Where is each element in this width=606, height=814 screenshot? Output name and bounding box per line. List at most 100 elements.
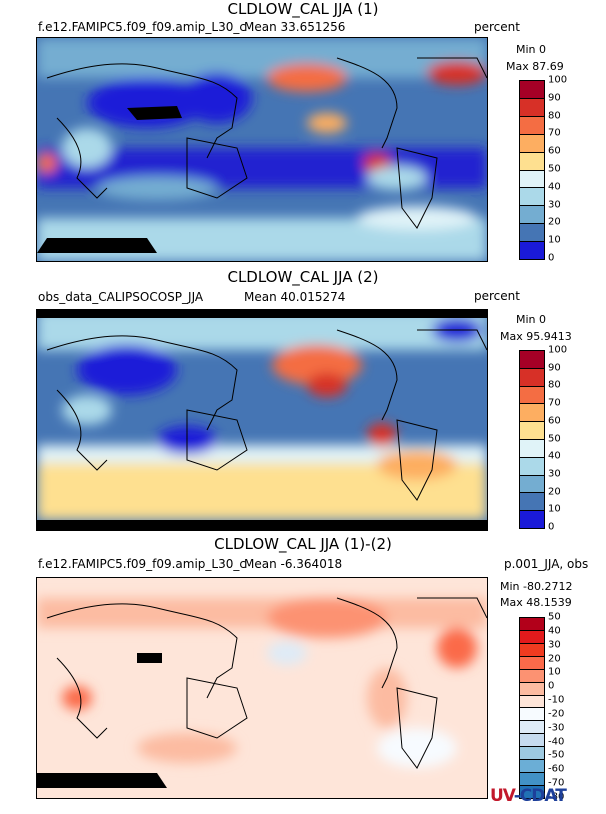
colorbar-segment [520,386,544,405]
colorbar-tick-label: 50 [548,433,561,444]
colorbar-tick-label: -60 [548,763,565,775]
colorbar-tick-label: -20 [548,708,565,720]
max-label: Max 48.1539 [500,596,572,609]
colorbar-tick-label: 100 [548,74,568,86]
colorbar-tick-label: 50 [548,611,561,623]
map-image [37,310,487,530]
panel-title: CLDLOW_CAL JJA (1) [227,0,379,18]
colorbar [519,350,545,529]
colorbar-tick-label: 30 [548,468,561,480]
colorbar-segment [520,511,544,528]
colorbar-segment [520,734,544,748]
colorbar-segment [520,695,544,709]
colorbar-tick-label: 70 [548,397,561,409]
panel-3: CLDLOW_CAL JJA (1)-(2) f.e12.FAMIPC5.f09… [0,535,606,814]
colorbar-segment [520,760,544,774]
colorbar-segment [520,422,544,440]
colorbar-tick-label: 60 [548,415,561,427]
colorbar-segment [520,747,544,761]
colorbar-tick-label: 0 [548,252,555,264]
mean-label: Mean 40.015274 [244,290,346,304]
colorbar-segment [520,170,544,189]
colorbar-tick-label: 30 [548,199,561,211]
colorbar-segment [520,773,544,786]
colorbar-tick-label: 50 [548,163,561,175]
mean-label: Mean 33.651256 [244,20,346,34]
min-label: Min 0 [516,43,547,56]
colorbar-segment [520,404,544,423]
colorbar-segment [520,188,544,207]
colorbar-tick-label: 20 [548,653,561,665]
min-label: Min 0 [516,313,547,326]
colorbar-tick-label: 60 [548,145,561,157]
colorbar-tick-label: -80 [548,791,565,803]
uvcdat-logo: UV-CDAT [490,786,567,806]
colorbar-tick-label: 100 [548,344,568,356]
colorbar-segment [520,721,544,735]
colorbar-segment [520,206,544,225]
colorbar-segment [520,643,544,657]
map-image [37,38,487,261]
case-label: f.e12.FAMIPC5.f09_f09.amip_L30_c [38,20,246,34]
colorbar-tick-label: 90 [548,92,561,104]
colorbar-segment [520,682,544,696]
min-label: Min -80.2712 [500,580,573,593]
colorbar-segment [520,493,544,512]
panel-2: CLDLOW_CAL JJA (2) obs_data_CALIPSOCOSP_… [0,268,606,540]
colorbar-segment [520,457,544,476]
colorbar-segment [520,785,544,798]
colorbar-segment [520,708,544,722]
colorbar [519,617,545,799]
colorbar-segment [520,475,544,494]
max-label: Max 87.69 [506,60,564,73]
mean-label: Mean -6.364018 [244,557,343,571]
panel-title: CLDLOW_CAL JJA (1)-(2) [214,535,392,553]
colorbar-segment [520,656,544,670]
colorbar-tick-label: -50 [548,749,565,761]
map-plot [36,309,488,531]
map-plot [36,577,488,799]
colorbar-tick-label: 10 [548,666,561,678]
colorbar-segment [520,439,544,458]
colorbar-tick-label: -10 [548,694,565,706]
colorbar-segment [520,81,544,99]
colorbar-tick-label: -70 [548,777,565,789]
colorbar-segment [520,152,544,171]
colorbar-tick-label: 70 [548,127,561,139]
colorbar-tick-label: 40 [548,450,561,462]
colorbar-segment [520,134,544,153]
max-label: Max 95.9413 [500,330,572,343]
colorbar-tick-label: 90 [548,362,561,374]
colorbar-segment [520,351,544,369]
colorbar-tick-label: 0 [548,680,555,692]
panel-title: CLDLOW_CAL JJA (2) [227,268,379,286]
colorbar-tick-label: 10 [548,234,561,246]
colorbar-segment [520,669,544,683]
units-label: p.001_JJA, obs [504,557,589,571]
colorbar-tick-label: 40 [548,625,561,637]
colorbar-tick-label: 40 [548,181,561,193]
colorbar-tick-label: 20 [548,216,561,228]
units-label: percent [474,289,520,303]
colorbar-tick-label: 10 [548,503,561,515]
map-image [37,578,487,798]
panel-1: CLDLOW_CAL JJA (1) f.e12.FAMIPC5.f09_f09… [0,0,606,270]
colorbar-tick-label: 80 [548,110,561,122]
colorbar-segment [520,116,544,135]
colorbar-tick-label: 0 [548,521,555,533]
colorbar-tick-label: -30 [548,722,565,734]
case-label: f.e12.FAMIPC5.f09_f09.amip_L30_c [38,557,246,571]
colorbar-segment [520,618,544,631]
map-plot [36,37,488,262]
colorbar-tick-label: 30 [548,639,561,651]
units-label: percent [474,20,520,34]
colorbar-segment [520,630,544,644]
colorbar-tick-label: -40 [548,736,565,748]
colorbar-segment [520,368,544,387]
colorbar-segment [520,224,544,243]
case-label: obs_data_CALIPSOCOSP_JJA [38,290,204,304]
colorbar-segment [520,242,544,260]
colorbar-tick-label: 20 [548,486,561,498]
colorbar-tick-label: 80 [548,379,561,391]
colorbar [519,80,545,260]
